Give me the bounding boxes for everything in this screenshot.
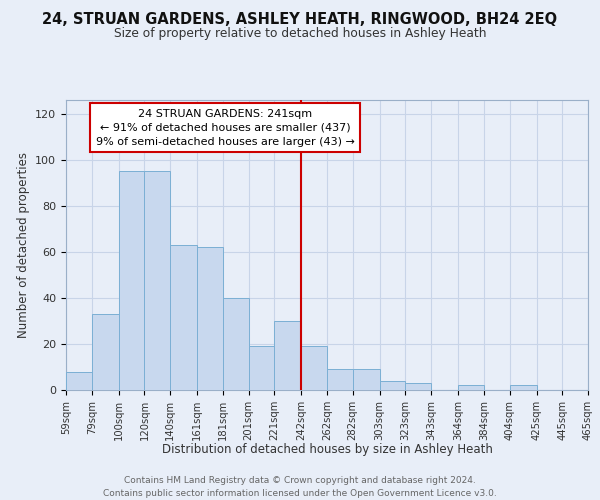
Bar <box>353 370 380 390</box>
Bar <box>380 381 406 390</box>
Bar <box>406 383 431 390</box>
Text: Contains HM Land Registry data © Crown copyright and database right 2024.: Contains HM Land Registry data © Crown c… <box>124 476 476 485</box>
Bar <box>66 372 92 390</box>
Text: 24, STRUAN GARDENS, ASHLEY HEATH, RINGWOOD, BH24 2EQ: 24, STRUAN GARDENS, ASHLEY HEATH, RINGWO… <box>43 12 557 28</box>
Bar <box>119 172 145 390</box>
Bar <box>458 386 484 390</box>
Bar <box>274 321 301 390</box>
Text: Distribution of detached houses by size in Ashley Heath: Distribution of detached houses by size … <box>161 442 493 456</box>
Bar <box>223 298 248 390</box>
Bar <box>92 314 119 390</box>
Bar <box>170 245 197 390</box>
Bar <box>145 172 170 390</box>
Bar <box>327 370 353 390</box>
Y-axis label: Number of detached properties: Number of detached properties <box>17 152 29 338</box>
Text: Contains public sector information licensed under the Open Government Licence v3: Contains public sector information licen… <box>103 489 497 498</box>
Bar <box>248 346 274 390</box>
Text: Size of property relative to detached houses in Ashley Heath: Size of property relative to detached ho… <box>114 28 486 40</box>
Bar <box>509 386 536 390</box>
Text: 24 STRUAN GARDENS: 241sqm
← 91% of detached houses are smaller (437)
9% of semi-: 24 STRUAN GARDENS: 241sqm ← 91% of detac… <box>96 108 355 146</box>
Bar <box>301 346 327 390</box>
Bar <box>197 248 223 390</box>
